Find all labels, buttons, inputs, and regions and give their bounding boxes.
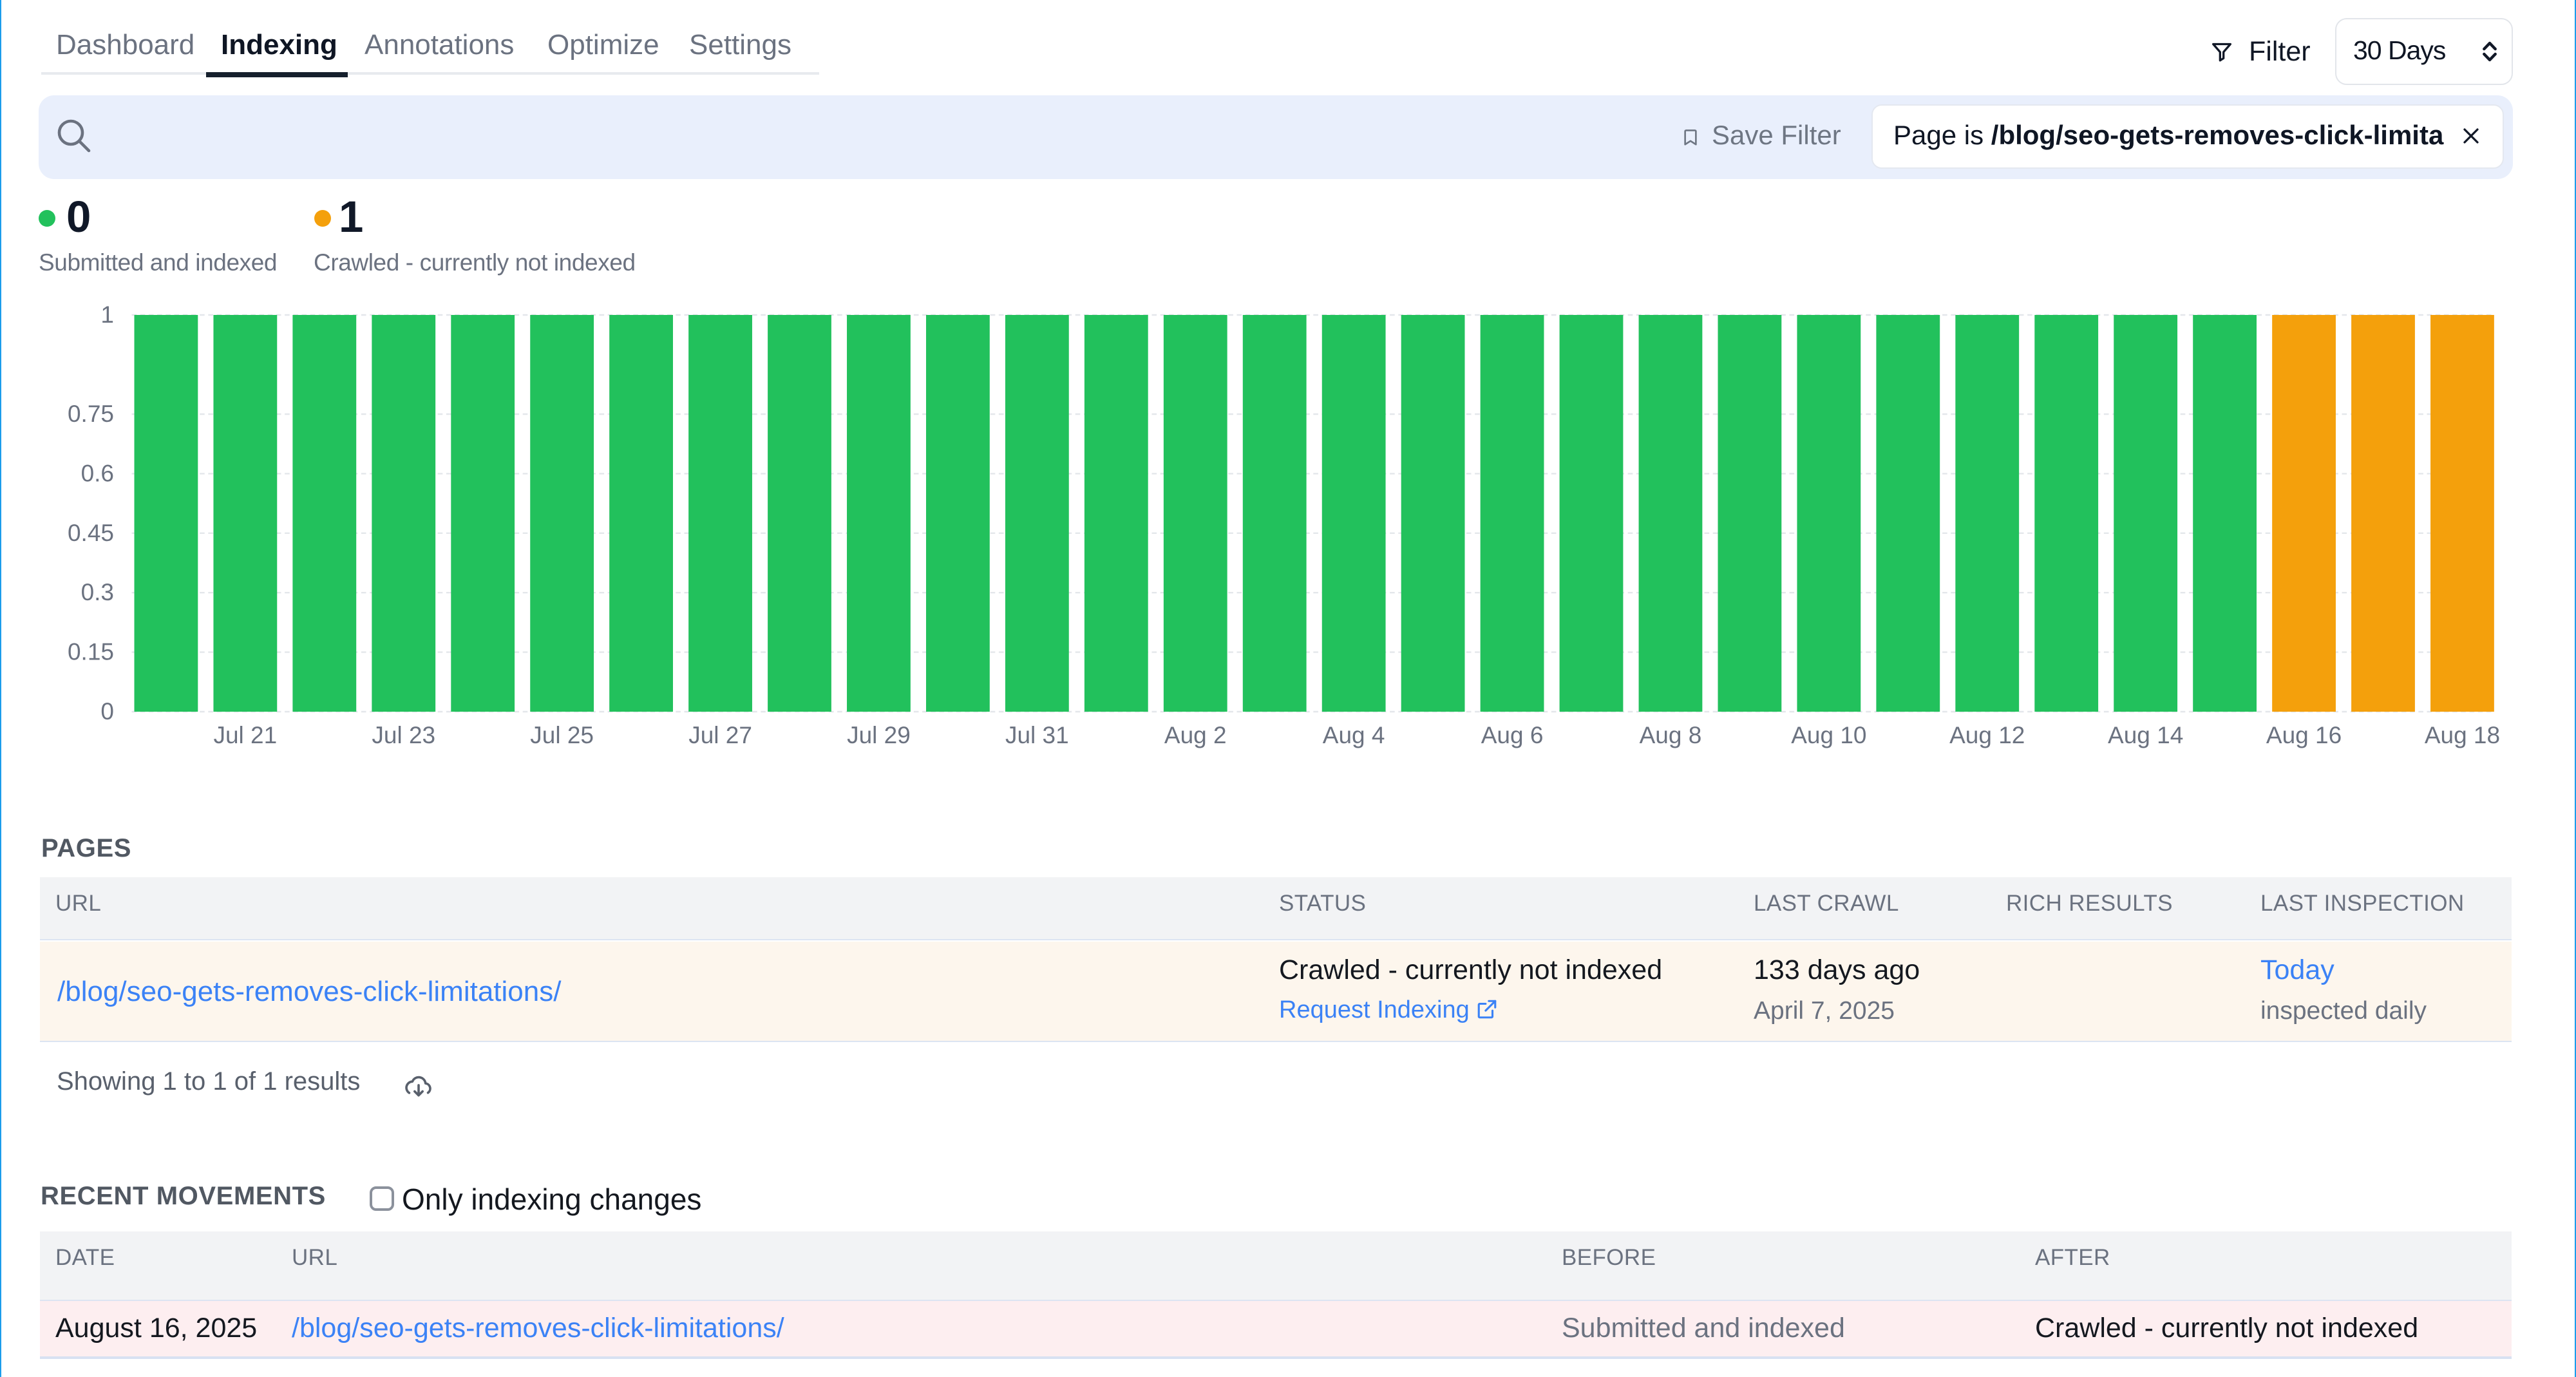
svg-text:Aug 14: Aug 14 (2108, 722, 2183, 748)
svg-text:0: 0 (100, 698, 114, 725)
svg-text:1: 1 (100, 301, 114, 328)
svg-text:Aug 16: Aug 16 (2266, 722, 2342, 748)
svg-text:0.45: 0.45 (68, 520, 114, 546)
svg-text:0.75: 0.75 (68, 401, 114, 427)
svg-text:Aug 18: Aug 18 (2425, 722, 2500, 748)
svg-text:0.3: 0.3 (81, 579, 114, 605)
svg-text:Jul 25: Jul 25 (530, 722, 594, 748)
svg-text:Aug 10: Aug 10 (1791, 722, 1866, 748)
svg-text:0.6: 0.6 (81, 460, 114, 486)
svg-text:Jul 21: Jul 21 (213, 722, 277, 748)
svg-text:Jul 29: Jul 29 (847, 722, 911, 748)
svg-text:Aug 8: Aug 8 (1640, 722, 1702, 748)
svg-text:Aug 12: Aug 12 (1949, 722, 2025, 748)
svg-text:Aug 6: Aug 6 (1481, 722, 1544, 748)
svg-text:Aug 4: Aug 4 (1323, 722, 1385, 748)
svg-text:0.15: 0.15 (68, 639, 114, 665)
svg-text:Jul 31: Jul 31 (1005, 722, 1069, 748)
svg-text:Jul 23: Jul 23 (372, 722, 435, 748)
svg-text:Jul 27: Jul 27 (688, 722, 752, 748)
svg-text:Aug 2: Aug 2 (1164, 722, 1227, 748)
